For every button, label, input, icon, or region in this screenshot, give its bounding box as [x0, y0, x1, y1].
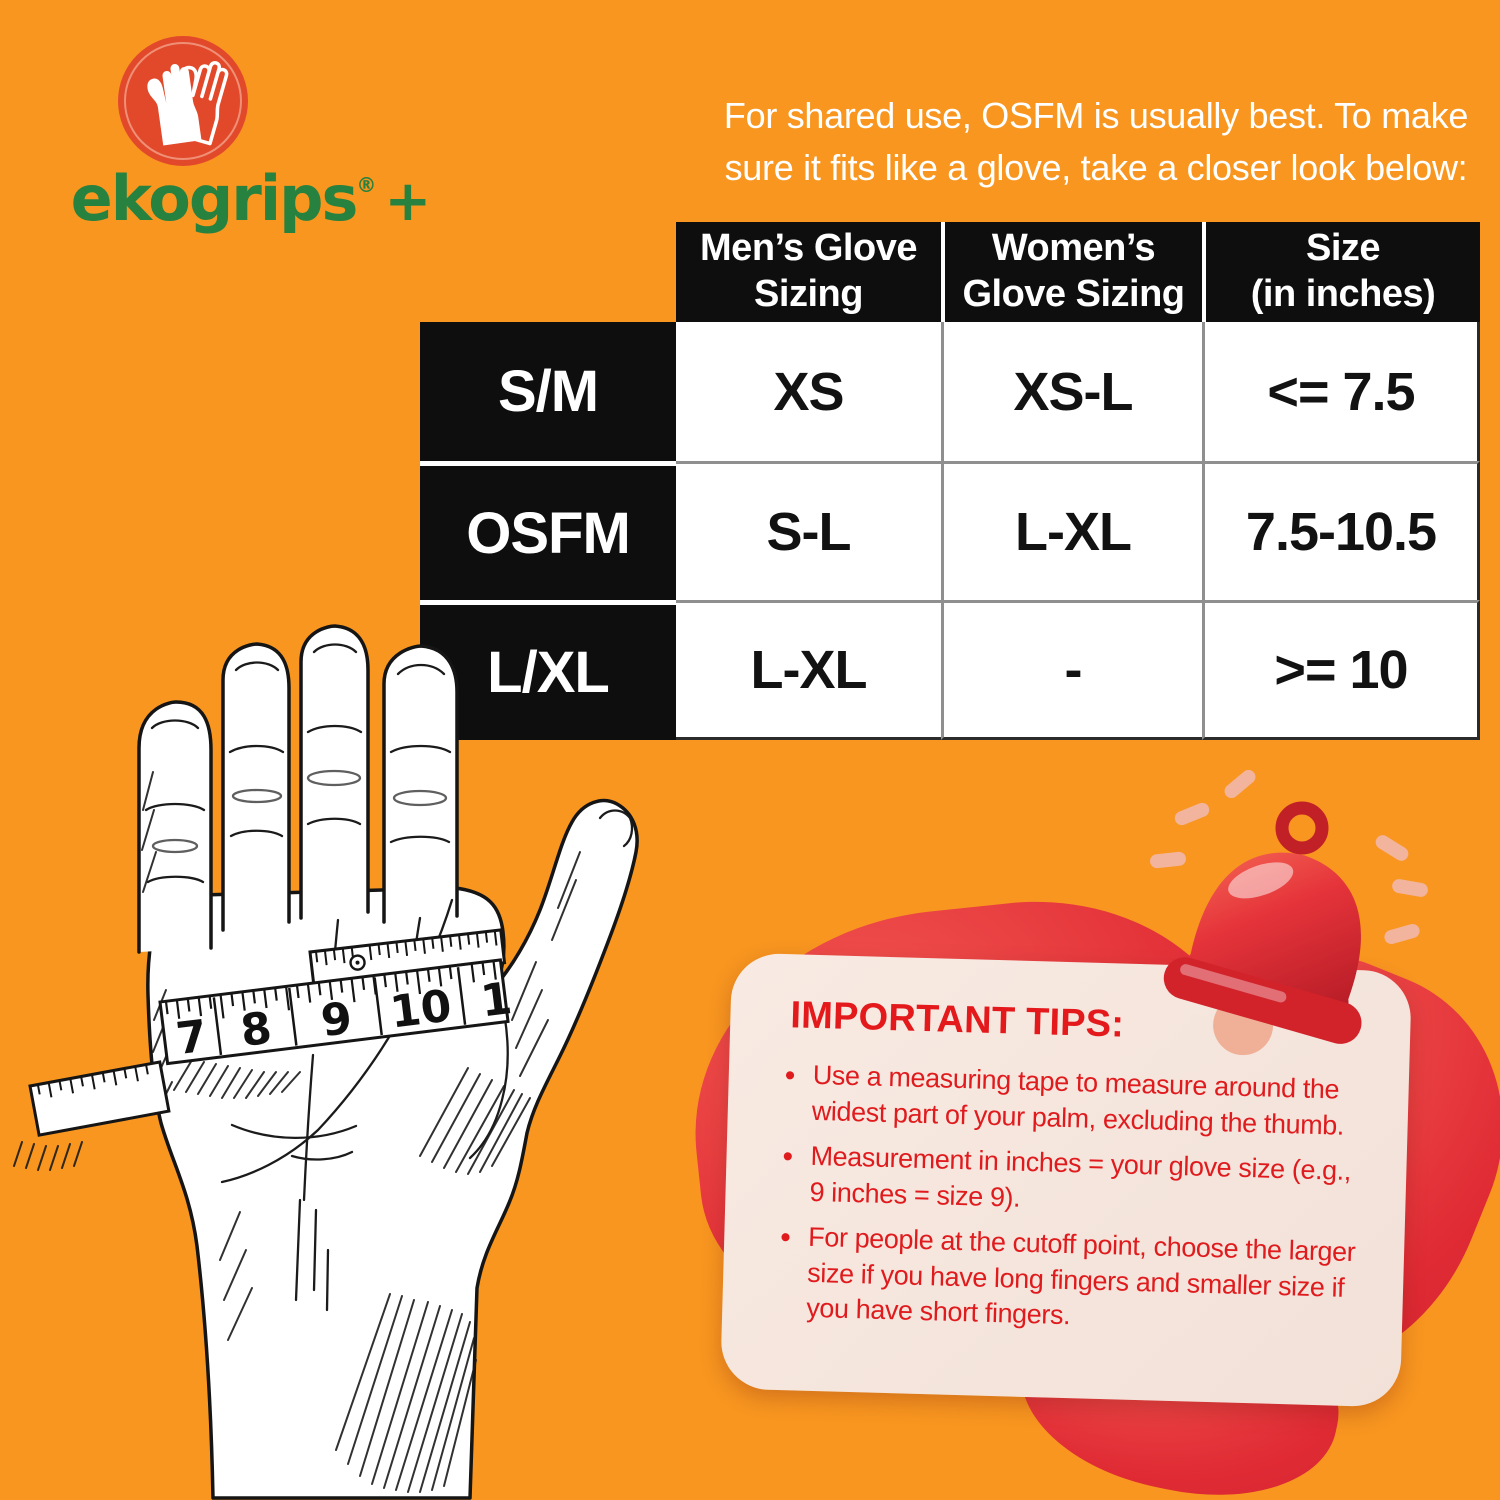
- index-finger: [382, 644, 459, 924]
- bell-ring: [1275, 801, 1329, 855]
- size-cell: 7.5-10.5: [1202, 461, 1480, 600]
- row-label-lxl: L/XL: [420, 600, 676, 740]
- bell-icon: [1150, 770, 1428, 1056]
- row-label-osfm: OSFM: [420, 461, 676, 600]
- plus-sign: +: [384, 169, 431, 234]
- row-label-sm: S/M: [420, 322, 676, 461]
- brand-wordmark: ekogrips® +: [60, 162, 440, 235]
- table-corner-spacer: [420, 222, 676, 322]
- thumb-nail: [598, 809, 634, 848]
- bell-rim: [1163, 957, 1362, 1044]
- size-cell: L-XL: [941, 461, 1202, 600]
- size-table: Men’s Glove Sizing Women’s Glove Sizing …: [420, 222, 1480, 740]
- registered-mark: ®: [356, 173, 377, 197]
- tape-number: 7: [173, 1011, 210, 1065]
- hand-measure-illustration: 7 8 9 10 1: [13, 624, 639, 1500]
- col-header-mens: Men’s Glove Sizing: [676, 222, 941, 322]
- measuring-tape-tail: [28, 1060, 171, 1137]
- tips-item: Use a measuring tape to measure around t…: [779, 1057, 1364, 1145]
- size-cell: <= 7.5: [1202, 322, 1480, 461]
- size-cell: S-L: [676, 461, 941, 600]
- ding-dashes: [1150, 770, 1428, 945]
- col-header-womens: Women’s Glove Sizing: [941, 222, 1202, 322]
- measuring-tape-upper-strip: [308, 928, 507, 987]
- size-cell: XS: [676, 322, 941, 461]
- size-cell: L-XL: [676, 600, 941, 740]
- intro-line-2: sure it fits like a glove, take a closer…: [724, 147, 1468, 189]
- ring-finger: [221, 642, 291, 932]
- size-cell: XS-L: [941, 322, 1202, 461]
- brand-name: ekogrips: [70, 162, 359, 235]
- size-cell: >= 10: [1202, 600, 1480, 740]
- pinky-finger: [137, 700, 213, 954]
- tape-number: 10: [387, 980, 454, 1038]
- gloves-icon: [147, 60, 229, 146]
- tips-item: For people at the cutoff point, choose t…: [774, 1219, 1360, 1343]
- tips-item: Measurement in inches = your glove size …: [777, 1138, 1362, 1226]
- tape-number: 8: [238, 1003, 275, 1057]
- gloves-badge: [118, 36, 248, 166]
- tips-list: Use a measuring tape to measure around t…: [774, 1057, 1364, 1343]
- measuring-tape-band: 7 8 9 10 1: [158, 958, 515, 1066]
- tape-number-partial: 1: [478, 973, 515, 1027]
- size-cell: -: [941, 600, 1202, 740]
- tape-number: 9: [318, 993, 355, 1047]
- intro-text: For shared use, OSFM is usually best. To…: [700, 90, 1492, 194]
- col-header-size-inches: Size (in inches): [1202, 222, 1480, 322]
- hand-silhouette: [146, 798, 639, 1500]
- intro-line-1: For shared use, OSFM is usually best. To…: [723, 95, 1469, 136]
